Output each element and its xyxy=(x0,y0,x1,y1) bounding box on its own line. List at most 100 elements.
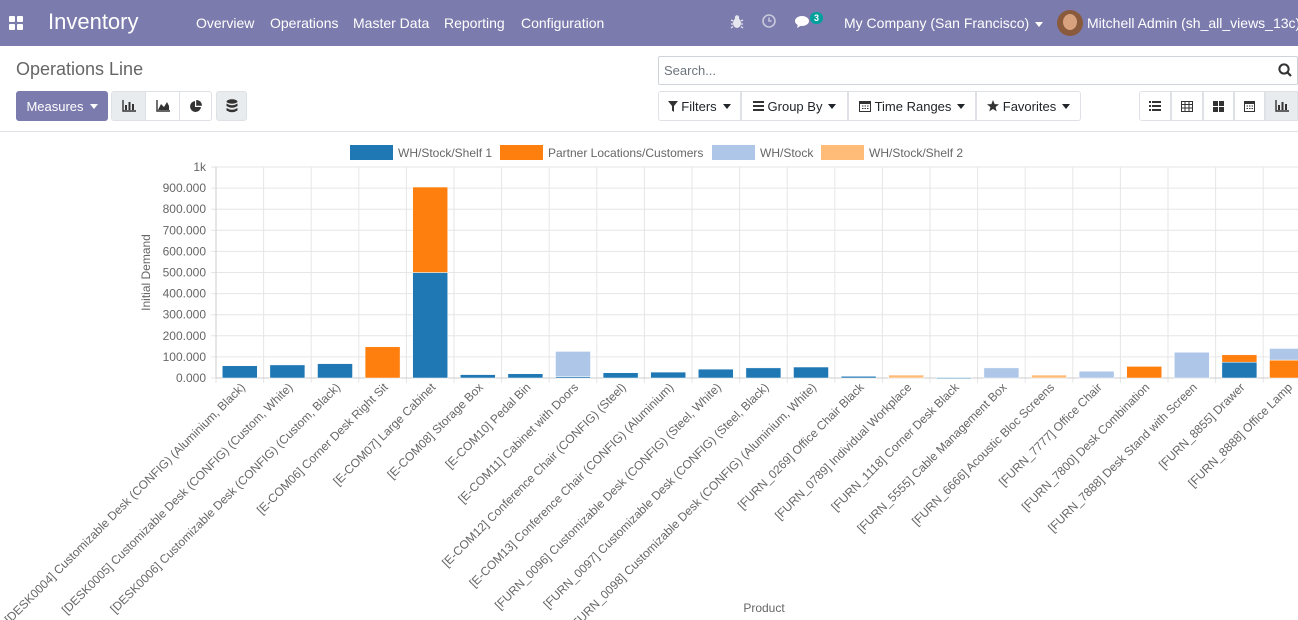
messages-icon[interactable] xyxy=(795,15,811,29)
y-tick-label: 800.000 xyxy=(163,202,207,216)
x-tick-label: [FURN_0096] Customizable Desk (CONFIG) (… xyxy=(492,380,724,612)
apps-menu-icon[interactable] xyxy=(9,16,23,30)
bar-segment xyxy=(269,364,306,379)
bar-chart-button[interactable] xyxy=(111,91,146,121)
bug-icon[interactable] xyxy=(730,14,744,30)
legend-label: WH/Stock/Shelf 2 xyxy=(869,146,963,160)
legend-swatch xyxy=(350,145,393,160)
x-tick-label: [FURN_0097] Customizable Desk (CONFIG) (… xyxy=(540,380,771,611)
menu-configuration[interactable]: Configuration xyxy=(521,15,605,31)
company-name: My Company (San Francisco) xyxy=(844,15,1030,31)
bar-chart-icon xyxy=(1274,100,1289,112)
bar-segment xyxy=(602,372,639,379)
bar-segment xyxy=(1221,354,1258,363)
calendar-view-button[interactable] xyxy=(1234,91,1265,121)
y-tick-label: 400.000 xyxy=(163,287,207,301)
bar-segment xyxy=(745,367,782,379)
company-switcher[interactable]: My Company (San Francisco) xyxy=(844,15,1044,31)
bar-segment xyxy=(317,363,353,379)
y-tick-label: 900.000 xyxy=(163,181,207,195)
user-avatar[interactable] xyxy=(1057,10,1083,36)
time-ranges-button[interactable]: Time Ranges xyxy=(848,91,976,121)
bar-segment xyxy=(412,186,448,273)
kanban-view-button[interactable] xyxy=(1203,91,1234,121)
stacked-bar-chart: 0.000 100.000 200.000 300.000 400.000 500.000… xyxy=(2,145,1298,620)
pie-chart-button[interactable] xyxy=(179,91,212,121)
top-navbar: Inventory Overview Operations Master Dat… xyxy=(0,0,1298,46)
legend-label: WH/Stock xyxy=(760,146,814,160)
pivot-view-button[interactable] xyxy=(1171,91,1203,121)
legend-swatch xyxy=(712,145,755,160)
area-chart-icon xyxy=(155,100,170,112)
measures-button[interactable]: Measures xyxy=(16,91,108,121)
table-icon xyxy=(1181,100,1193,112)
menu-operations[interactable]: Operations xyxy=(270,15,339,31)
y-tick-label: 1k xyxy=(193,160,207,174)
y-axis-title: Initial Demand xyxy=(139,234,153,311)
database-icon xyxy=(226,99,237,113)
filter-icon xyxy=(668,100,679,112)
stacked-toggle-button[interactable] xyxy=(216,91,247,121)
search-icon[interactable] xyxy=(1278,63,1292,77)
pie-chart-icon xyxy=(190,99,202,112)
bar-segment xyxy=(1269,359,1298,379)
y-tick-label: 500.000 xyxy=(163,266,207,280)
bar-segment xyxy=(507,373,544,379)
bar-segment xyxy=(1031,374,1067,379)
user-menu[interactable]: Mitchell Admin (sh_all_views_13c) xyxy=(1087,15,1298,31)
graph-view-button[interactable] xyxy=(1265,91,1298,121)
chevron-down-icon xyxy=(828,103,837,109)
search-input[interactable] xyxy=(664,63,1264,78)
bar-segment xyxy=(983,367,1020,379)
measures-label: Measures xyxy=(26,98,84,114)
bar-segment xyxy=(1078,370,1115,379)
y-tick-label: 300.000 xyxy=(163,308,207,322)
control-panel: Operations Line Measures xyxy=(0,46,1298,132)
bar-segment xyxy=(650,371,686,379)
list-view-button[interactable] xyxy=(1139,91,1171,121)
user-name: Mitchell Admin (sh_all_views_13c) xyxy=(1087,15,1298,31)
line-chart-button[interactable] xyxy=(145,91,180,121)
chevron-down-icon xyxy=(89,103,98,109)
x-tick-label: [DESK0006] Customizable Desk (CONFIG) (C… xyxy=(107,380,343,616)
chevron-down-icon xyxy=(1035,21,1044,27)
legend-label: Partner Locations/Customers xyxy=(548,146,703,160)
calendar-icon xyxy=(858,101,871,112)
bar-segment xyxy=(1174,352,1210,379)
y-tick-label: 200.000 xyxy=(163,329,207,343)
kanban-icon xyxy=(1213,100,1224,112)
chevron-down-icon xyxy=(722,103,731,109)
bar-chart-icon xyxy=(121,100,136,112)
x-tick-label: [DESK0004] Customizable Desk (CONFIG) (A… xyxy=(2,380,248,620)
menu-overview[interactable]: Overview xyxy=(196,15,255,31)
x-tick-label: [E-COM08] Storage Box xyxy=(385,380,486,481)
x-tick-label: [E-COM10] Pedal Bin xyxy=(443,380,534,471)
activity-clock-icon[interactable] xyxy=(762,14,776,28)
x-tick-label: [FURN_8855] Drawer xyxy=(1156,380,1247,471)
page-title: Operations Line xyxy=(16,59,144,79)
search-box xyxy=(658,56,1298,85)
star-icon xyxy=(986,100,999,112)
bar-segment xyxy=(888,374,924,379)
bar-segment xyxy=(412,272,448,379)
y-tick-label: 700.000 xyxy=(163,223,207,237)
legend-swatch xyxy=(500,145,543,160)
bar-segment xyxy=(1126,366,1162,379)
filters-label: Filters xyxy=(681,98,717,114)
chevron-down-icon xyxy=(1062,103,1071,109)
calendar-icon xyxy=(1244,101,1255,112)
menu-master-data[interactable]: Master Data xyxy=(353,15,430,31)
app-brand[interactable]: Inventory xyxy=(48,9,139,34)
bar-segment xyxy=(698,368,734,379)
x-axis-title: Product xyxy=(743,601,785,615)
bar-segment xyxy=(364,346,401,379)
group-by-button[interactable]: Group By xyxy=(741,91,848,121)
legend-swatch xyxy=(821,145,864,160)
y-tick-label: 100.000 xyxy=(163,350,207,364)
menu-reporting[interactable]: Reporting xyxy=(444,15,505,31)
y-tick-label: 600.000 xyxy=(163,244,207,258)
filters-button[interactable]: Filters xyxy=(658,91,741,121)
favorites-button[interactable]: Favorites xyxy=(976,91,1081,121)
time-ranges-label: Time Ranges xyxy=(874,98,952,114)
messages-count-badge: 3 xyxy=(810,12,824,24)
